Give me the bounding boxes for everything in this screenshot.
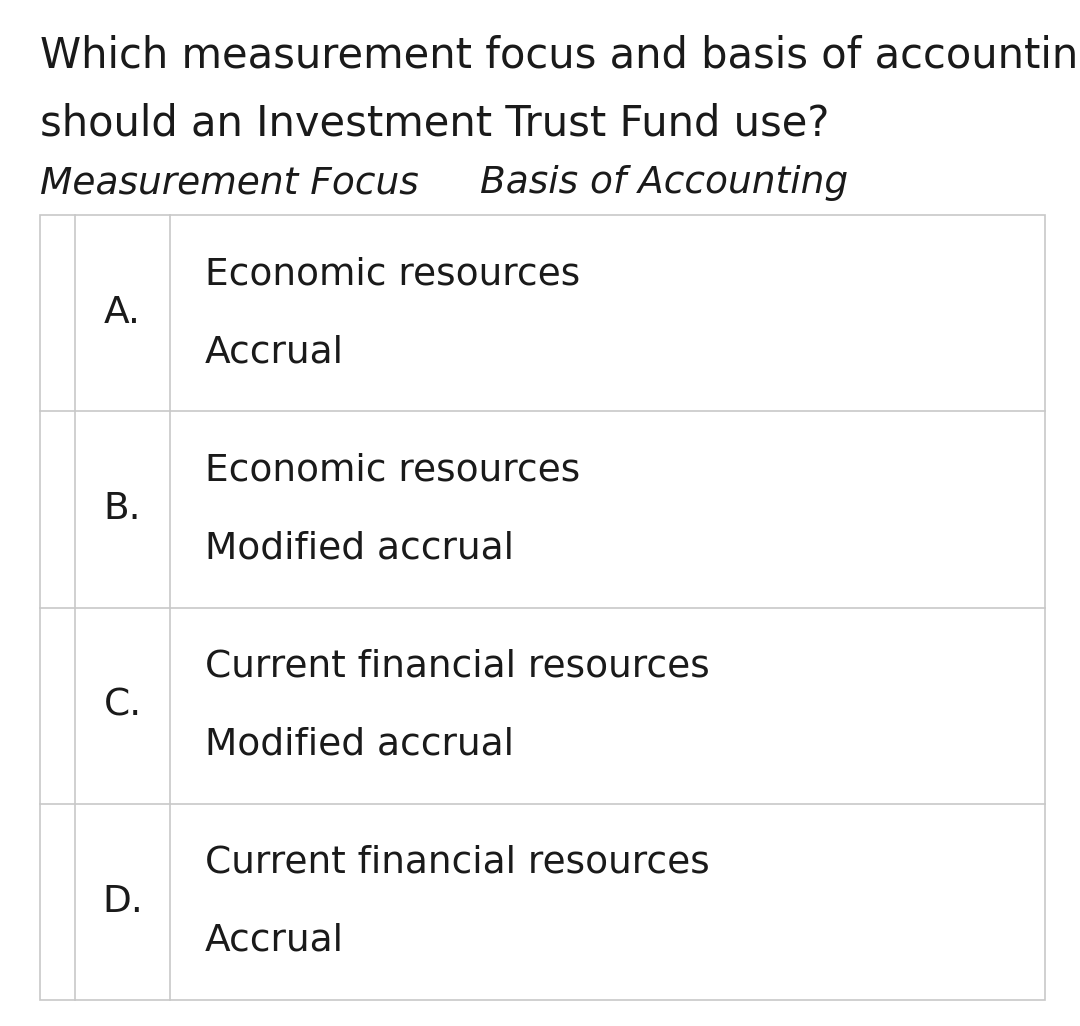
Text: Current financial resources: Current financial resources: [205, 648, 710, 684]
Text: Economic resources: Economic resources: [205, 256, 580, 292]
Text: Modified accrual: Modified accrual: [205, 530, 514, 566]
Text: Economic resources: Economic resources: [205, 452, 580, 488]
Text: Accrual: Accrual: [205, 334, 345, 370]
Text: C.: C.: [104, 687, 141, 723]
Text: B.: B.: [104, 491, 141, 527]
Text: Modified accrual: Modified accrual: [205, 726, 514, 762]
Text: D.: D.: [103, 883, 143, 920]
Text: Basis of Accounting: Basis of Accounting: [480, 165, 848, 201]
Bar: [40, 215, 1045, 1000]
Text: Which measurement focus and basis of accounting: Which measurement focus and basis of acc…: [40, 35, 1080, 77]
Text: Accrual: Accrual: [205, 922, 345, 958]
Text: Current financial resources: Current financial resources: [205, 845, 710, 881]
Text: A.: A.: [104, 295, 140, 331]
Text: should an Investment Trust Fund use?: should an Investment Trust Fund use?: [40, 103, 829, 145]
Text: Measurement Focus: Measurement Focus: [40, 165, 419, 201]
